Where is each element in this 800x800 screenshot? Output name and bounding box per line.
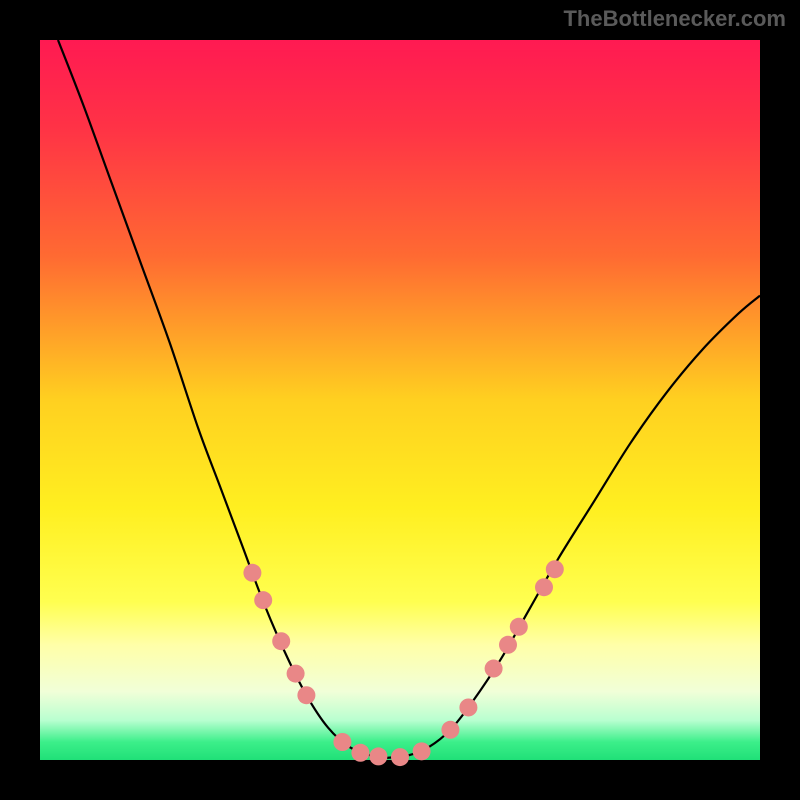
data-marker xyxy=(243,564,261,582)
data-marker xyxy=(287,665,305,683)
data-marker xyxy=(459,698,477,716)
data-marker xyxy=(510,618,528,636)
data-marker xyxy=(413,742,431,760)
data-marker xyxy=(297,686,315,704)
data-marker xyxy=(441,721,459,739)
data-marker xyxy=(254,591,272,609)
data-marker xyxy=(485,660,503,678)
plot-area xyxy=(40,40,760,760)
data-marker xyxy=(391,748,409,766)
data-marker xyxy=(535,578,553,596)
bottleneck-chart xyxy=(0,0,800,800)
data-marker xyxy=(333,733,351,751)
data-marker xyxy=(351,744,369,762)
data-marker xyxy=(272,632,290,650)
data-marker xyxy=(499,636,517,654)
data-marker xyxy=(369,747,387,765)
data-marker xyxy=(546,560,564,578)
watermark-text: TheBottlenecker.com xyxy=(563,6,786,32)
